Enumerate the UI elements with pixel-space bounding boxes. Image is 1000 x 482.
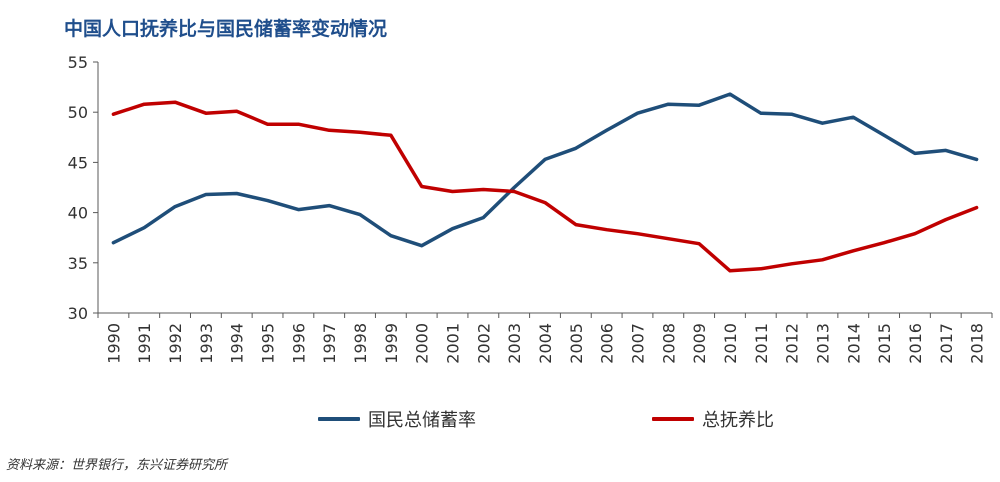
y-tick-label: 35 [68, 254, 88, 273]
x-tick-label: 1996 [289, 323, 308, 364]
legend-swatch-dependency-ratio [652, 417, 694, 421]
chart-title: 中国人口抚养比与国民储蓄率变动情况 [64, 18, 388, 40]
x-tick-label: 2007 [628, 323, 647, 364]
x-tick-label: 2003 [505, 323, 524, 364]
x-tick-label: 2013 [813, 323, 832, 364]
x-tick-label: 2014 [844, 323, 863, 364]
legend-item-dependency-ratio: 总抚养比 [652, 406, 774, 432]
x-tick-label: 1997 [320, 323, 339, 364]
legend-swatch-savings-rate [318, 417, 360, 421]
y-tick-label: 30 [68, 304, 88, 323]
x-tick-label: 2004 [536, 323, 555, 364]
legend-label-dependency-ratio: 总抚养比 [702, 410, 774, 431]
series-line-dependency-ratio [111, 100, 979, 273]
x-tick-label: 2011 [752, 323, 771, 364]
x-tick-label: 2006 [598, 323, 617, 364]
x-tick-label: 1999 [382, 323, 401, 364]
x-tick-label: 2016 [906, 323, 925, 364]
x-tick-label: 2005 [567, 323, 586, 364]
x-tick-label: 2018 [968, 323, 987, 364]
x-tick-label: 1991 [135, 323, 154, 364]
source-note: 资料来源：世界银行，东兴证券研究所 [6, 458, 228, 473]
x-tick-label: 2017 [937, 323, 956, 364]
x-tick-label: 1993 [197, 323, 216, 364]
chart-axes: 30 35 40 45 50 55 1990 1991 1992 1993 1994 1995 1996… [68, 53, 993, 364]
chart-series-lines [111, 92, 979, 273]
chart-legend: 国民总储蓄率 总抚养比 [0, 406, 1000, 432]
x-tick-label: 2002 [474, 323, 493, 364]
x-tick-label: 2009 [690, 323, 709, 364]
x-tick-label: 2000 [413, 323, 432, 364]
x-tick-label: 2001 [444, 323, 463, 364]
x-tick-label: 2012 [783, 323, 802, 364]
legend-label-savings-rate: 国民总储蓄率 [368, 410, 476, 431]
x-tick-label: 2010 [721, 323, 740, 364]
x-tick-label: 2008 [659, 323, 678, 364]
x-tick-label: 1998 [351, 323, 370, 364]
x-tick-label: 1994 [228, 323, 247, 364]
line-chart: 30 35 40 45 50 55 1990 1991 1992 1993 1994 1995 1996… [68, 53, 993, 364]
legend-item-savings-rate: 国民总储蓄率 [318, 406, 476, 432]
y-tick-label: 40 [68, 204, 88, 223]
x-tick-label: 1992 [166, 323, 185, 364]
x-tick-label: 1990 [104, 323, 123, 364]
y-tick-label: 45 [68, 153, 88, 172]
x-tick-label: 1995 [259, 323, 278, 364]
series-line-savings-rate [111, 92, 979, 248]
y-tick-label: 50 [68, 103, 88, 122]
x-tick-label: 2015 [875, 323, 894, 364]
y-tick-label: 55 [68, 53, 88, 72]
